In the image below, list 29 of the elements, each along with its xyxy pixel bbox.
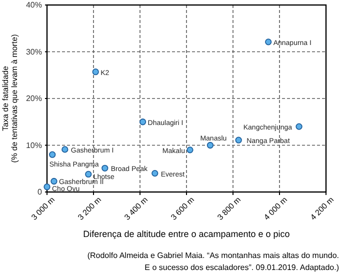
- point: [50, 178, 58, 185]
- x-tick-label: 3 400 m: [122, 194, 150, 222]
- point: [296, 123, 302, 130]
- x-axis-title: Diferença de altitude entre o acampamento e o pico: [83, 229, 290, 239]
- y-tick-label: 30%: [26, 47, 42, 56]
- x-tick-label: 3 800 m: [216, 194, 243, 222]
- y-tick-label: 10%: [26, 140, 42, 150]
- point: [49, 151, 56, 158]
- text: (Rodolfo Almeida e Gabriel Maia. “As montanhas mais altas do mundo. E o sucesso dos escaladores”. 09.01.2019. Adaptado.): [87, 251, 340, 272]
- y-axis-title: Taxa de fatalidade (% de tentativas que levam à morte): [1, 34, 20, 163]
- point: [186, 146, 194, 154]
- x-tick-label: 3 200 m: [76, 194, 104, 222]
- point: [235, 136, 242, 144]
- point: [152, 170, 158, 177]
- x-tick-label: 4 000 m: [262, 194, 290, 222]
- point: [92, 68, 99, 76]
- point: [85, 170, 92, 178]
- x-tick-label: 3 000 m: [30, 194, 57, 222]
- point: [265, 38, 272, 46]
- point: [44, 184, 50, 190]
- y-tick-label: 20%: [26, 94, 42, 104]
- point: [139, 118, 146, 126]
- y-tick-label: 0: [38, 188, 43, 197]
- point: [62, 146, 68, 153]
- x-tick-label: 3 600 m: [169, 194, 196, 222]
- point: [206, 142, 214, 149]
- point: [102, 164, 108, 172]
- y-tick-label: 40%: [26, 0, 42, 10]
- x-tick-label: 4 200 m: [308, 194, 336, 222]
